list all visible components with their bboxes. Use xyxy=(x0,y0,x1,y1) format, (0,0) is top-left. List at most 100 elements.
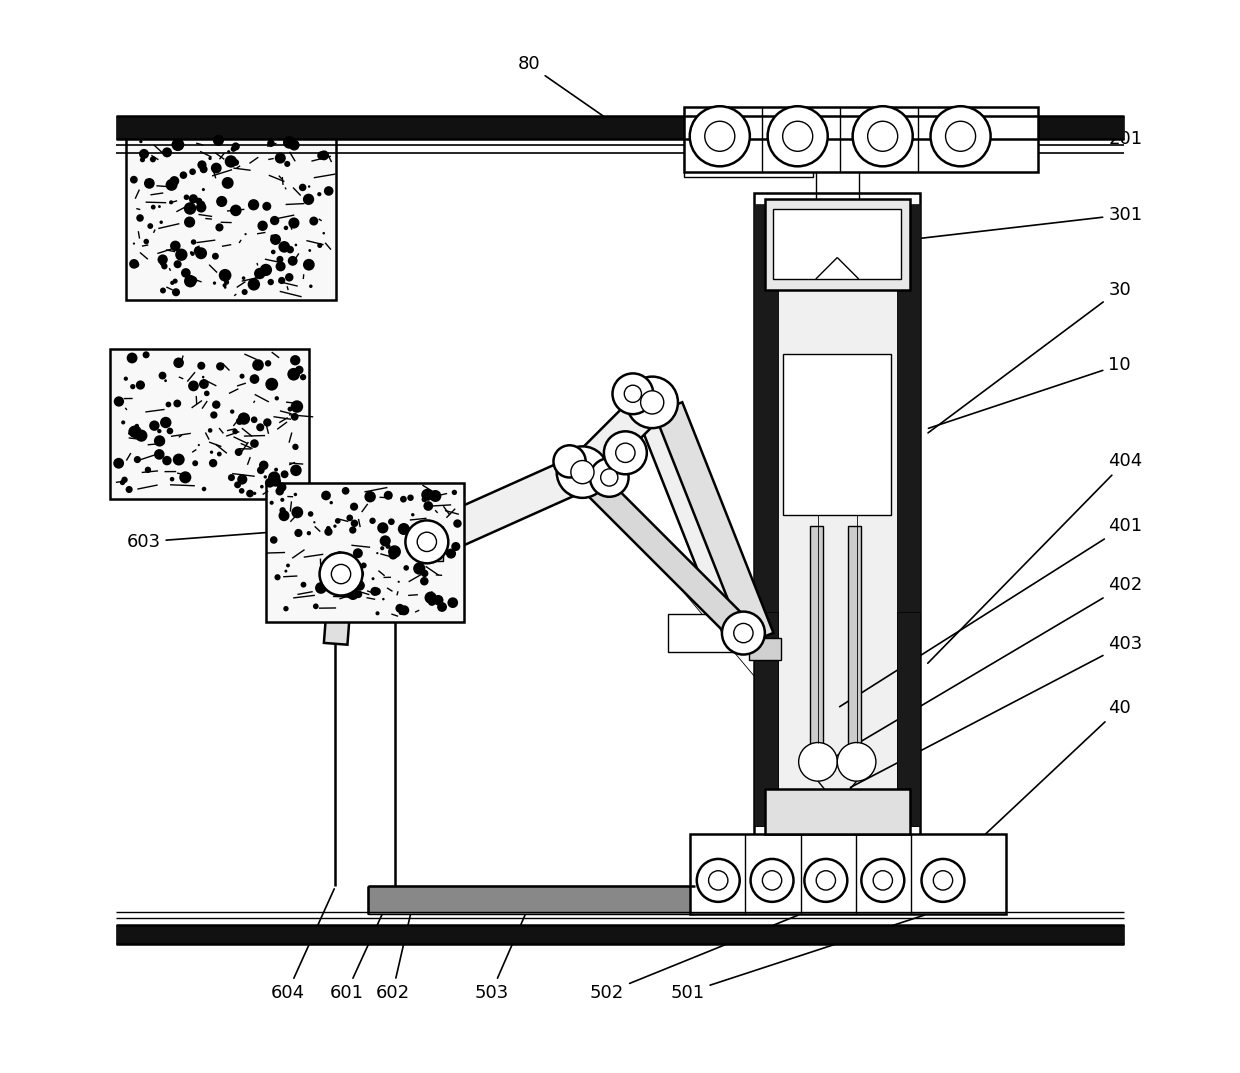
Circle shape xyxy=(283,606,289,612)
Circle shape xyxy=(202,487,206,491)
Text: 403: 403 xyxy=(851,635,1142,788)
Circle shape xyxy=(285,273,294,281)
Circle shape xyxy=(274,468,278,472)
Circle shape xyxy=(232,143,239,150)
Circle shape xyxy=(616,443,635,462)
Circle shape xyxy=(231,146,237,152)
Circle shape xyxy=(154,450,165,459)
Circle shape xyxy=(203,391,210,396)
Circle shape xyxy=(257,423,264,431)
Circle shape xyxy=(837,743,875,781)
Circle shape xyxy=(284,161,290,167)
Bar xyxy=(684,145,813,177)
Circle shape xyxy=(324,187,334,195)
Circle shape xyxy=(356,570,365,578)
Circle shape xyxy=(144,178,155,189)
Circle shape xyxy=(308,511,314,517)
Circle shape xyxy=(626,377,678,428)
Circle shape xyxy=(270,475,281,487)
Circle shape xyxy=(279,508,286,514)
Circle shape xyxy=(213,135,224,146)
Circle shape xyxy=(290,400,303,413)
Bar xyxy=(897,612,920,826)
Circle shape xyxy=(113,458,124,469)
Circle shape xyxy=(553,445,585,477)
Circle shape xyxy=(216,196,227,207)
Bar xyxy=(115,925,1125,944)
Circle shape xyxy=(236,417,243,425)
Circle shape xyxy=(288,407,293,412)
Circle shape xyxy=(195,247,207,260)
Circle shape xyxy=(274,475,279,480)
Circle shape xyxy=(322,574,327,579)
Circle shape xyxy=(176,454,184,461)
Circle shape xyxy=(130,384,135,389)
Circle shape xyxy=(258,221,268,231)
Circle shape xyxy=(689,106,750,166)
Circle shape xyxy=(257,467,264,474)
Circle shape xyxy=(291,506,304,518)
Circle shape xyxy=(115,398,120,402)
Circle shape xyxy=(365,491,376,502)
Circle shape xyxy=(144,239,149,245)
Circle shape xyxy=(722,612,765,655)
Circle shape xyxy=(242,289,248,295)
Circle shape xyxy=(407,538,418,549)
Circle shape xyxy=(160,260,166,266)
Circle shape xyxy=(424,591,436,604)
Circle shape xyxy=(275,152,286,163)
Circle shape xyxy=(641,391,663,414)
Bar xyxy=(848,526,861,751)
Circle shape xyxy=(162,456,171,466)
Circle shape xyxy=(308,186,310,188)
Circle shape xyxy=(238,412,250,425)
Circle shape xyxy=(135,424,139,428)
Bar xyxy=(811,526,823,751)
Circle shape xyxy=(288,368,300,381)
Bar xyxy=(774,209,901,279)
Circle shape xyxy=(135,381,145,389)
Circle shape xyxy=(388,550,398,559)
Circle shape xyxy=(184,217,195,227)
Circle shape xyxy=(265,477,275,487)
Circle shape xyxy=(166,428,174,435)
Circle shape xyxy=(150,157,156,162)
Circle shape xyxy=(160,416,171,428)
Circle shape xyxy=(326,526,331,531)
Circle shape xyxy=(181,268,191,278)
Circle shape xyxy=(265,361,272,367)
Circle shape xyxy=(296,370,299,373)
Text: 30: 30 xyxy=(928,281,1131,432)
Circle shape xyxy=(763,871,781,891)
Circle shape xyxy=(268,471,280,484)
Circle shape xyxy=(170,476,175,482)
Circle shape xyxy=(853,106,913,166)
Circle shape xyxy=(128,432,130,435)
Circle shape xyxy=(279,241,290,253)
Circle shape xyxy=(239,373,244,379)
Circle shape xyxy=(134,262,139,267)
Circle shape xyxy=(193,247,202,255)
Circle shape xyxy=(934,871,952,891)
Circle shape xyxy=(171,138,185,151)
Circle shape xyxy=(232,208,239,216)
Circle shape xyxy=(289,139,300,150)
Polygon shape xyxy=(324,573,353,645)
Circle shape xyxy=(210,451,213,454)
Circle shape xyxy=(347,593,351,598)
Circle shape xyxy=(921,858,965,901)
Circle shape xyxy=(624,385,641,402)
Circle shape xyxy=(329,554,337,562)
Circle shape xyxy=(238,413,249,424)
Circle shape xyxy=(388,545,401,558)
Circle shape xyxy=(420,577,429,586)
Circle shape xyxy=(277,255,284,263)
Circle shape xyxy=(248,278,260,291)
Circle shape xyxy=(422,488,434,501)
Circle shape xyxy=(125,486,133,493)
Circle shape xyxy=(227,150,231,153)
Circle shape xyxy=(423,501,433,511)
Bar xyxy=(668,614,765,652)
Circle shape xyxy=(290,465,301,476)
Circle shape xyxy=(413,562,425,575)
